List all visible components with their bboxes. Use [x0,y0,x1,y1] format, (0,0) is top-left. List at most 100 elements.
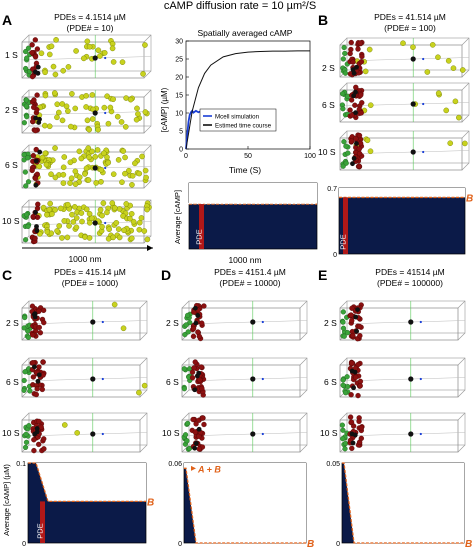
y-tick-label: 10 [175,111,183,118]
box-edge [139,300,148,309]
camp-sphere [78,155,85,162]
camp-sphere [67,180,73,186]
y-tick-label: 30 [175,39,183,46]
camp-sphere [139,153,145,160]
panel-c-row-label: 10 S [2,428,20,438]
pde-sphere [357,40,363,46]
camp-sphere [85,177,92,183]
pde-sphere [32,235,38,242]
curve-label: B [147,497,154,508]
camp-sphere [80,55,87,62]
legend-label: Mcell simulation [215,114,260,121]
black-sphere [34,228,40,234]
profile-line [184,467,306,544]
camp-sphere [82,171,88,177]
source-sphere [340,106,346,112]
pde-sphere [29,73,36,80]
box-edge [339,130,348,139]
pde-sphere [36,418,42,425]
source-sphere [25,334,32,340]
center-particle [92,110,98,116]
camp-sphere [106,226,112,233]
camp-sphere [130,218,137,225]
center-particle [92,55,98,61]
camp-sphere [61,422,68,428]
source-sphere [342,440,349,447]
panel-e-row-label: 10 S [320,428,338,438]
camp-sphere [101,150,107,157]
camp-sphere [110,234,116,241]
camp-sphere [112,205,118,211]
figure-title: cAMP diffusion rate = 10 µm²/S [163,0,317,12]
source-sphere [340,319,346,325]
pde-sphere [33,146,39,153]
axis-guide [21,432,148,437]
pde-sphere [40,359,46,365]
source-sphere [27,388,33,394]
legend [199,108,277,132]
camp-sphere [76,148,83,155]
source-sphere [340,436,346,442]
camp-sphere [82,234,88,240]
source-sphere [343,143,349,149]
camp-sphere [364,137,371,144]
source-sphere [25,179,32,185]
box-edge [461,162,470,171]
curve-label: B [466,193,473,204]
y-tick-label: 0.1 [16,461,26,468]
black-sphere [351,155,357,161]
pde-sphere [356,132,363,139]
box-edge [21,300,30,309]
curve-label: A + B [197,464,221,474]
panel-letter-e: E [318,267,328,283]
pde-sphere [34,46,41,52]
source-sphere [21,120,27,126]
camp-sphere [462,140,468,147]
camp-sphere [100,200,107,206]
series-line [185,50,310,150]
simulation-box [21,300,148,341]
panel-a-scale-label: 1000 nm [68,254,102,264]
camp-sphere [67,159,74,166]
camp-sphere [123,201,130,207]
camp-sphere [99,212,105,219]
camp-sphere [46,206,53,213]
pde-sphere [30,332,36,338]
source-sphere [341,44,347,51]
arrow-head [191,465,196,471]
y-tick-label: 0.7 [327,186,337,193]
blue-marker [104,221,107,225]
box-edge [339,357,348,366]
pde-sphere [350,59,356,65]
blue-marker [104,111,107,115]
box-edge [139,444,148,453]
camp-sphere [68,123,74,130]
source-sphere [23,237,29,243]
box-edge [299,357,308,366]
black-sphere [34,426,40,431]
black-sphere [195,313,201,318]
black-sphere [36,120,42,125]
source-sphere [22,169,28,175]
pde-sphere [358,110,364,116]
box-edge [139,412,148,421]
camp-sphere [72,168,79,175]
source-sphere [342,70,349,76]
box-edge [299,444,308,453]
pde-label: PDE [195,229,204,244]
camp-sphere [42,92,49,99]
pde-sphere [32,128,39,134]
black-sphere [33,182,39,188]
source-sphere [183,322,189,328]
panel-b-count: (PDE# = 100) [384,23,436,33]
camp-sphere [445,58,452,64]
center-particle [90,319,96,325]
camp-sphere [92,154,99,160]
camp-sphere [83,92,89,99]
box-edge [457,332,466,341]
camp-sphere [83,165,90,172]
black-sphere [353,110,358,116]
simulation-box [339,412,466,453]
pde-sphere [192,359,198,365]
camp-sphere [54,228,60,234]
